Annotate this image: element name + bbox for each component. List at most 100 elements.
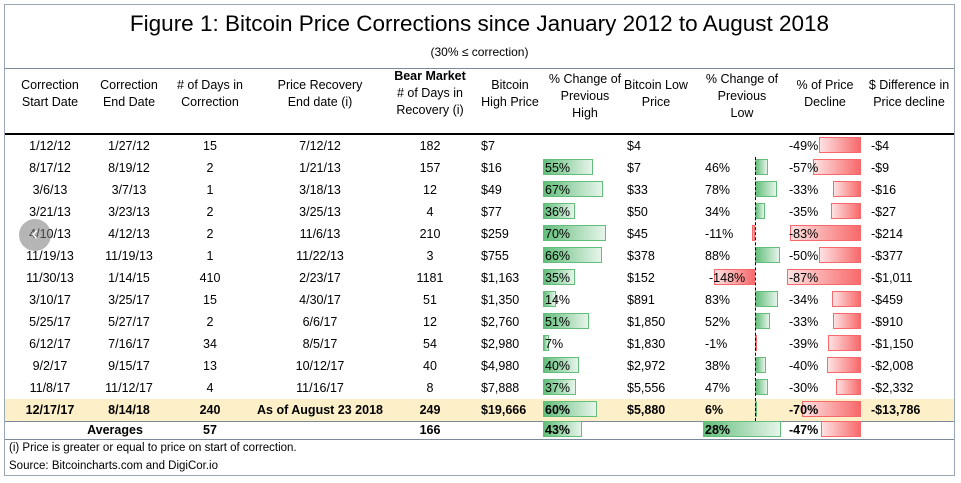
change-high-bar: [543, 335, 550, 351]
cell-change-previous-high: 51%: [545, 315, 571, 329]
cell-price-difference: -$1,011: [871, 271, 913, 285]
cell-price-decline: -40%: [789, 359, 819, 373]
cell-price-difference: -$377: [871, 249, 903, 263]
decline-bar: [832, 181, 861, 197]
cell-days: 1: [206, 183, 214, 197]
cell-price-difference: -$16: [871, 183, 897, 197]
cell-low-price: $4: [627, 139, 641, 153]
cell-end-date: 1/14/15: [108, 271, 150, 285]
cell-recovery-date: 7/12/12: [299, 139, 341, 153]
cell-high-price: $259: [481, 227, 509, 241]
cell-change-previous-high: 60%: [545, 403, 571, 417]
cell-bear-days: 1181: [416, 271, 444, 285]
header-price-decline: % of Price Decline: [796, 78, 854, 109]
cell-low-price: $5,556: [627, 381, 666, 395]
cell-end-date: 8/14/18: [108, 403, 150, 417]
cell-change-previous-low: -11%: [705, 227, 734, 241]
cell-bear-days: 249: [419, 403, 441, 417]
cell-end-date: 5/27/17: [108, 315, 150, 329]
cell-days: 13: [203, 359, 217, 373]
cell-bear-days: 157: [419, 161, 441, 175]
cell-days: 2: [206, 227, 214, 241]
cell-days: 410: [199, 271, 221, 285]
averages-change-low-bar: [703, 421, 782, 437]
cell-days: 2: [206, 161, 214, 175]
cell-start-date: 6/12/17: [29, 337, 71, 351]
previous-arrow-icon[interactable]: ‹: [19, 219, 51, 251]
cell-price-decline: -57%: [789, 161, 819, 175]
cell-recovery-date: 8/5/17: [302, 337, 338, 351]
cell-recovery-date: 3/25/13: [299, 205, 341, 219]
cell-price-difference: -$2,008: [871, 359, 914, 373]
change-low-bar: [755, 379, 769, 395]
averages-decline: -47%: [789, 423, 819, 437]
change-high-bar: [543, 379, 577, 395]
cell-start-date: 9/2/17: [32, 359, 68, 373]
cell-days: 4: [206, 381, 214, 395]
cell-low-price: $378: [627, 249, 655, 263]
cell-bear-days: 12: [423, 183, 437, 197]
cell-change-previous-low: 34%: [705, 205, 731, 219]
cell-days: 2: [206, 315, 214, 329]
cell-low-price: $2,972: [627, 359, 666, 373]
change-high-bar: [543, 203, 576, 219]
cell-change-previous-low: -1%: [705, 337, 728, 351]
cell-high-price: $77: [481, 205, 502, 219]
cell-bear-days: 210: [419, 227, 441, 241]
decline-bar: [818, 247, 861, 263]
header-correction-start: Correction Start Date: [21, 78, 79, 109]
cell-start-date: 11/19/13: [26, 249, 74, 263]
cell-start-date: 3/21/13: [29, 205, 71, 219]
decline-bar: [827, 335, 861, 351]
table-row: 3/10/17 3/25/17 15 4/30/17 51 $1,350 $891 -$459…: [5, 289, 954, 311]
cell-high-price: $16: [481, 161, 502, 175]
header-bear-market: Bear Market # of Days in Recovery (i): [394, 69, 466, 117]
table-row: 4/10/134/12/13211/6/13210$259$45-$21470%…: [5, 223, 954, 245]
decline-bar: [835, 379, 861, 395]
cell-end-date: 11/19/13: [105, 249, 153, 263]
change-high-bar: [543, 401, 597, 417]
cell-price-decline: -39%: [789, 337, 819, 351]
cell-days: 15: [203, 139, 217, 153]
cell-bear-days: 54: [423, 337, 437, 351]
change-low-bar: [713, 269, 755, 285]
averages-change-high-bar: [543, 421, 582, 437]
change-low-axis: [755, 157, 756, 421]
cell-days: 15: [203, 293, 217, 307]
change-low-bar: [751, 225, 755, 241]
cell-high-price: $755: [481, 249, 509, 263]
cell-end-date: 7/16/17: [108, 337, 150, 351]
cell-price-difference: -$27: [871, 205, 897, 219]
averages-rule: [5, 421, 954, 422]
averages-decline-bar: [821, 421, 861, 437]
cell-end-date: 11/12/17: [105, 381, 153, 395]
change-high-bar: [543, 291, 556, 307]
cell-low-price: $1,850: [627, 315, 666, 329]
cell-days: 34: [203, 337, 217, 351]
table-row: 5/25/17 5/27/17 2 6/6/17 12 $2,760 $1,850 -$910…: [5, 311, 954, 333]
averages-change-high: 43%: [545, 423, 571, 437]
change-high-bar: [543, 247, 603, 263]
cell-change-previous-high: 66%: [545, 249, 571, 263]
cell-change-previous-low: -148%: [709, 271, 746, 285]
table-row: 9/2/17 9/15/17 13 10/12/17 40 $4,980 $2,972 -$2…: [5, 355, 954, 377]
table-row: 12/17/17 8/14/18 240 As of August 23 2018 24…: [5, 399, 954, 421]
cell-change-previous-low: 6%: [705, 403, 724, 417]
cell-recovery-date: 1/21/13: [299, 161, 341, 175]
decline-bar: [832, 313, 861, 329]
cell-end-date: 3/7/13: [111, 183, 147, 197]
cell-price-difference: -$459: [871, 293, 903, 307]
cell-low-price: $33: [627, 183, 648, 197]
cell-low-price: $152: [627, 271, 655, 285]
cell-start-date: 3/6/13: [32, 183, 68, 197]
decline-bar: [827, 357, 861, 373]
cell-high-price: $19,666: [481, 403, 527, 417]
cell-change-previous-high: 7%: [545, 337, 564, 351]
cell-change-previous-low: 46%: [705, 161, 731, 175]
cell-change-previous-high: 40%: [545, 359, 571, 373]
cell-price-difference: -$4: [871, 139, 890, 153]
cell-end-date: 9/15/17: [108, 359, 150, 373]
header-bitcoin-high: Bitcoin High Price: [481, 78, 539, 109]
cell-price-difference: -$13,786: [871, 403, 921, 417]
cell-start-date: 11/8/17: [29, 381, 71, 395]
